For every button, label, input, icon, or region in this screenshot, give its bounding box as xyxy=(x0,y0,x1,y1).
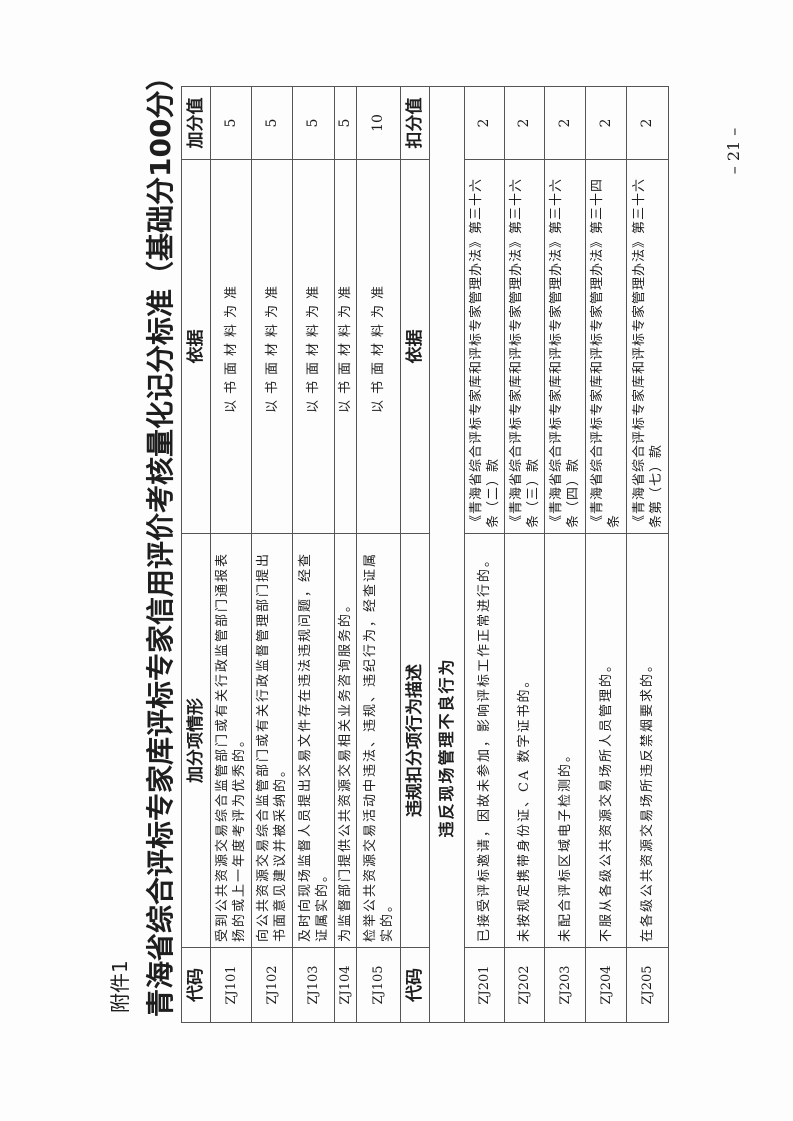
row-code: ZJ203 xyxy=(544,947,586,1023)
header-value: 加分值 xyxy=(181,86,211,160)
header-value: 扣分值 xyxy=(400,86,430,160)
row-code: ZJ105 xyxy=(356,947,401,1023)
group-title-spacer xyxy=(429,86,465,160)
row-value: 5 xyxy=(251,86,293,160)
group-title-spacer xyxy=(429,947,465,1023)
row-description: 未配合评标区域电子检测的。 xyxy=(544,533,586,948)
row-description: 检举公共资源交易活动中违法、违规、违纪行为，经查证属实的。 xyxy=(356,533,401,948)
row-description: 受到公共资源交易综合监管部门或有关行政监管部门通报表扬的或上一年度考评为优秀的。 xyxy=(210,533,252,948)
row-code: ZJ201 xyxy=(464,947,505,1023)
row-basis: 以书面材料为准 xyxy=(210,159,252,534)
table-row: ZJ101 受到公共资源交易综合监管部门或有关行政监管部门通报表扬的或上一年度考… xyxy=(210,86,252,1023)
row-basis: 《青海省综合评标专家库和评标专家管理办法》第三十六条第（七）款 xyxy=(626,159,669,534)
row-basis: 《青海省综合评标专家库和评标专家管理办法》第三十四条 xyxy=(585,159,627,534)
attachment-label: 附件1 xyxy=(108,960,132,1013)
scoring-table: 代码 加分项情形 依据 加分值 ZJ101 受到公共资源交易综合监管部门或有关行… xyxy=(181,86,669,1023)
header-code: 代码 xyxy=(400,947,430,1023)
row-value: 5 xyxy=(210,86,252,160)
row-value: 2 xyxy=(626,86,669,160)
table-row: ZJ103 及时向现场监督人员提出交易文件存在违法违规问题，经查证属实的。 以书… xyxy=(292,86,335,1023)
table-row: ZJ105 检举公共资源交易活动中违法、违规、违纪行为，经查证属实的。 以书面材… xyxy=(356,86,401,1023)
header-basis: 依据 xyxy=(181,159,211,534)
row-description: 未按规定携带身份证、CA 数字证书的。 xyxy=(504,533,545,948)
row-code: ZJ102 xyxy=(251,947,293,1023)
table-row: ZJ204 不服从各级公共资源交易场所人员管理的。 《青海省综合评标专家库和评标… xyxy=(585,86,627,1023)
row-description: 向公共资源交易综合监管部门或有关行政监督管理部门提出书面意见建议并被采纳的。 xyxy=(251,533,293,948)
row-code: ZJ205 xyxy=(626,947,669,1023)
header-description: 违规扣分项行为描述 xyxy=(400,533,430,948)
group-title-row: 违反现场管理不良行为 xyxy=(429,86,465,1023)
row-description: 已接受评标邀请，因故未参加，影响评标工作正常进行的。 xyxy=(464,533,505,948)
row-description: 在各级公共资源交易场所违反禁烟要求的。 xyxy=(626,533,669,948)
row-code: ZJ103 xyxy=(292,947,335,1023)
row-value: 2 xyxy=(464,86,505,160)
row-basis: 以书面材料为准 xyxy=(356,159,401,534)
document-title: 青海省综合评标专家库评标专家信用评价考核量化记分标准（基础分100分） xyxy=(144,62,177,1017)
table-row: ZJ205 在各级公共资源交易场所违反禁烟要求的。 《青海省综合评标专家库和评标… xyxy=(626,86,669,1023)
row-value: 2 xyxy=(585,86,627,160)
header-description: 加分项情形 xyxy=(181,533,211,948)
group-title: 违反现场管理不良行为 xyxy=(429,159,465,948)
row-basis: 《青海省综合评标专家库和评标专家管理办法》第三十六条（四）款 xyxy=(544,159,586,534)
page-number: – 21 – xyxy=(724,127,743,175)
row-value: 2 xyxy=(504,86,545,160)
row-description: 及时向现场监督人员提出交易文件存在违法违规问题，经查证属实的。 xyxy=(292,533,335,948)
header-basis: 依据 xyxy=(400,159,430,534)
row-description: 不服从各级公共资源交易场所人员管理的。 xyxy=(585,533,627,948)
row-basis: 以书面材料为准 xyxy=(334,159,357,534)
row-code: ZJ104 xyxy=(334,947,357,1023)
table-row: ZJ203 未配合评标区域电子检测的。 《青海省综合评标专家库和评标专家管理办法… xyxy=(544,86,586,1023)
row-basis: 以书面材料为准 xyxy=(292,159,335,534)
row-code: ZJ202 xyxy=(504,947,545,1023)
row-basis: 《青海省综合评标专家库和评标专家管理办法》第三十六条（二）款 xyxy=(464,159,505,534)
header-code: 代码 xyxy=(181,947,211,1023)
bonus-header-row: 代码 加分项情形 依据 加分值 xyxy=(181,86,211,1023)
row-basis: 以书面材料为准 xyxy=(251,159,293,534)
table-row: ZJ201 已接受评标邀请，因故未参加，影响评标工作正常进行的。 《青海省综合评… xyxy=(464,86,505,1023)
row-value: 2 xyxy=(544,86,586,160)
table-row: ZJ102 向公共资源交易综合监管部门或有关行政监督管理部门提出书面意见建议并被… xyxy=(251,86,293,1023)
row-value: 5 xyxy=(334,86,357,160)
table-row: ZJ202 未按规定携带身份证、CA 数字证书的。 《青海省综合评标专家库和评标… xyxy=(504,86,545,1023)
table-row: ZJ104 为监督部门提供公共资源交易相关业务咨询服务的。 以书面材料为准 5 xyxy=(334,86,357,1023)
row-basis: 《青海省综合评标专家库和评标专家管理办法》第三十六条（三）款 xyxy=(504,159,545,534)
row-description: 为监督部门提供公共资源交易相关业务咨询服务的。 xyxy=(334,533,357,948)
penalty-header-row: 代码 违规扣分项行为描述 依据 扣分值 xyxy=(400,86,430,1023)
row-code: ZJ204 xyxy=(585,947,627,1023)
row-value: 10 xyxy=(356,86,401,160)
row-value: 5 xyxy=(292,86,335,160)
row-code: ZJ101 xyxy=(210,947,252,1023)
